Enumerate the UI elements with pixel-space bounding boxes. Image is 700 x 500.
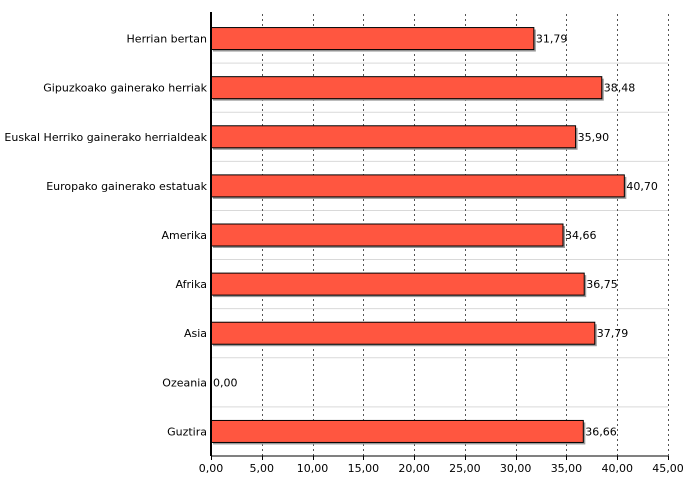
bar-value-label: 0,00 xyxy=(213,376,238,389)
x-tick-label: 5,00 xyxy=(250,462,275,475)
bar-value-label: 35,90 xyxy=(578,131,610,144)
bar xyxy=(210,174,625,198)
x-tick-label: 20,00 xyxy=(398,462,430,475)
bar xyxy=(210,272,585,296)
x-tick-label: 30,00 xyxy=(500,462,532,475)
category-label: Europako gainerako estatuak xyxy=(46,180,207,193)
x-tick-label: 35,00 xyxy=(551,462,583,475)
x-tick-label: 25,00 xyxy=(449,462,481,475)
bar-value-label: 34,66 xyxy=(565,229,597,242)
category-label: Herrian bertan xyxy=(127,33,207,46)
bar xyxy=(210,76,603,100)
bar xyxy=(210,27,535,51)
category-label: Euskal Herriko gainerako herrialdeak xyxy=(4,131,207,144)
category-label: Ozeania xyxy=(162,376,207,389)
bar xyxy=(210,125,577,149)
bar-value-label: 36,66 xyxy=(585,425,617,438)
bar xyxy=(210,321,596,345)
category-label: Asia xyxy=(184,327,207,340)
x-tick-label: 10,00 xyxy=(297,462,329,475)
labels: 31,79 Herrian bertan 38,48 Gipuzkoako gaine… xyxy=(4,33,683,475)
x-tick-label: 45,00 xyxy=(652,462,684,475)
category-label: Guztira xyxy=(167,425,207,438)
bar-value-label: 37,79 xyxy=(597,327,629,340)
x-tick-label: 0,00 xyxy=(199,462,224,475)
bar-value-label: 31,79 xyxy=(536,33,568,46)
bar-value-label: 40,70 xyxy=(626,180,658,193)
category-label: Afrika xyxy=(175,278,207,291)
axes xyxy=(210,12,669,460)
bar-value-label: 38,48 xyxy=(604,82,636,95)
bar xyxy=(210,419,584,443)
category-label: Gipuzkoako gainerako herriak xyxy=(43,82,207,95)
bar xyxy=(210,223,564,247)
x-tick-label: 15,00 xyxy=(348,462,380,475)
bar-value-label: 36,75 xyxy=(586,278,618,291)
x-tick-label: 40,00 xyxy=(601,462,633,475)
bars xyxy=(210,27,627,445)
category-label: Amerika xyxy=(161,229,207,242)
